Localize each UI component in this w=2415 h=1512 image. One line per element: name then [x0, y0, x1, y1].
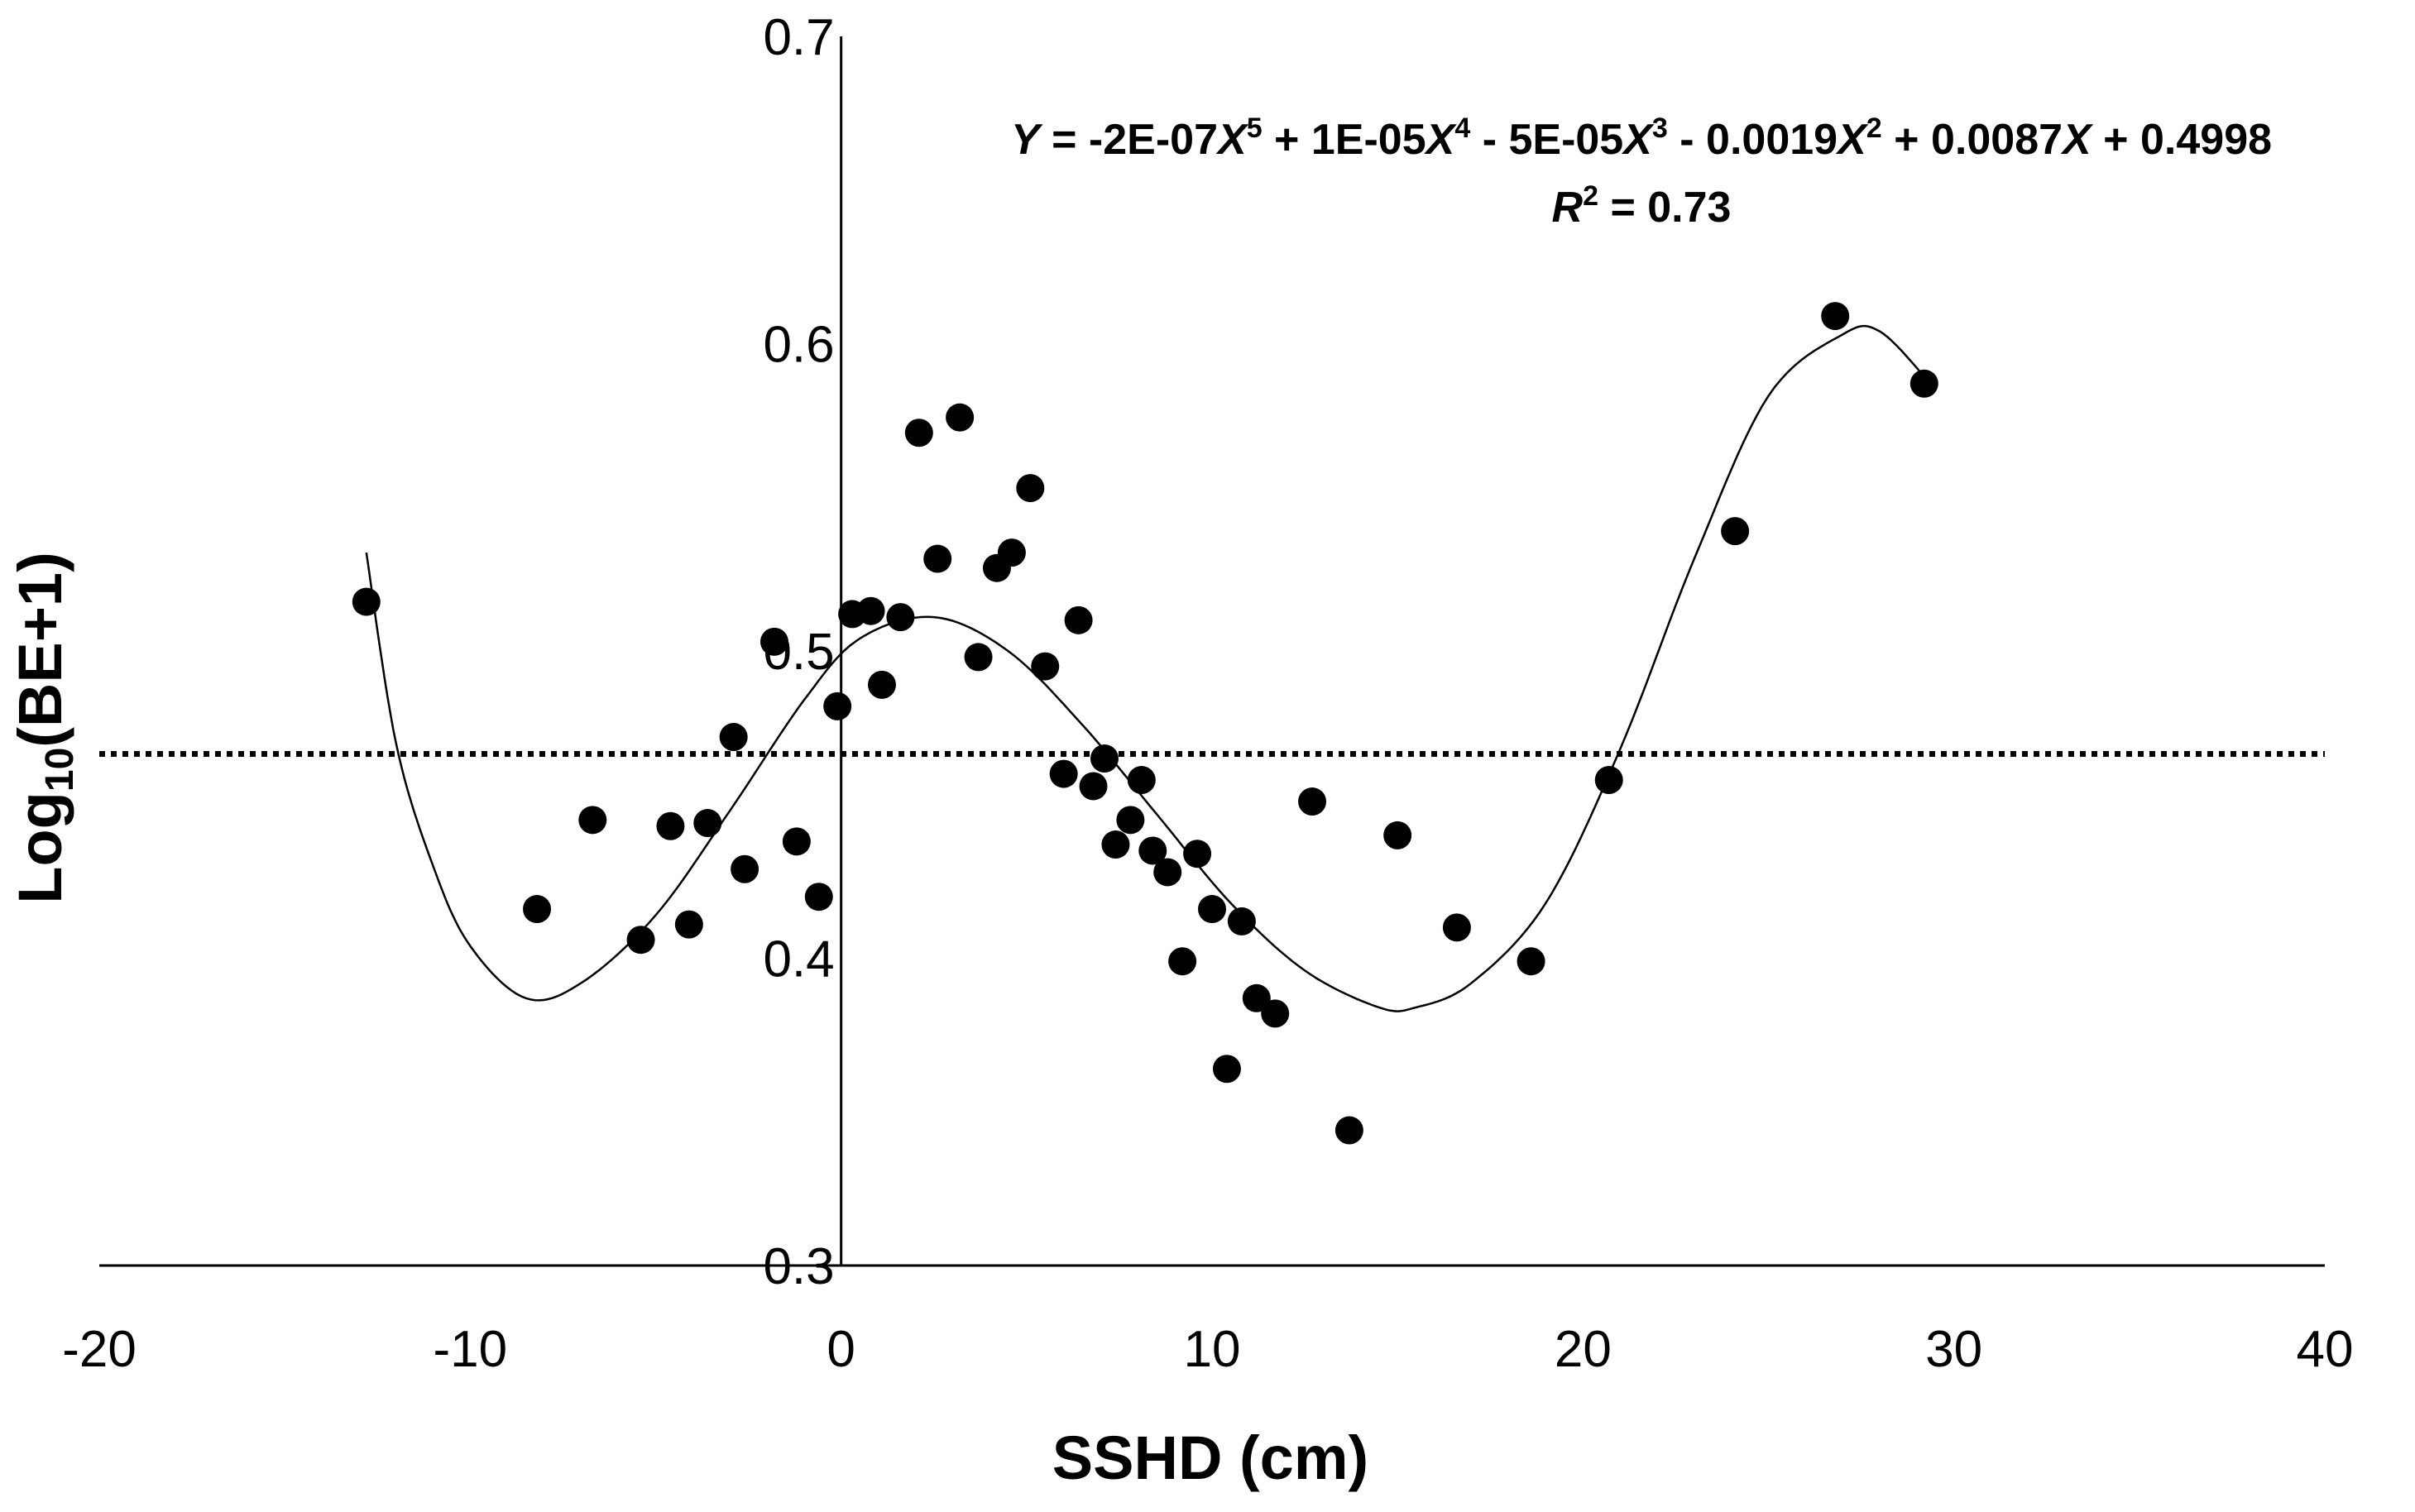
y-tick-label: 0.5: [763, 624, 834, 681]
eq-x5: X: [1215, 116, 1249, 164]
data-point: [1909, 369, 1938, 398]
data-point: [997, 538, 1026, 567]
data-point: [1821, 302, 1850, 331]
eq-p2: 2: [1866, 112, 1882, 144]
data-point: [1101, 830, 1130, 859]
data-point: [1090, 744, 1119, 773]
x-tick-labels: -20 -10 0 10 20 30 40: [62, 1321, 2353, 1378]
data-point: [1517, 947, 1545, 976]
eq-t5: + 0.4998: [2092, 116, 2272, 164]
y-tick-label: 0.3: [763, 1238, 834, 1295]
data-point: [964, 643, 993, 672]
r-exp: 2: [1583, 180, 1598, 212]
r-value: = 0.73: [1598, 184, 1731, 232]
y-axis-title-main: Log: [6, 792, 74, 904]
data-point: [1594, 766, 1623, 795]
polynomial-fit-curve: [365, 324, 1929, 1012]
data-point: [1116, 806, 1145, 835]
data-point: [867, 670, 896, 699]
data-point: [1442, 913, 1471, 942]
data-point: [1242, 983, 1271, 1012]
data-point: [1261, 999, 1290, 1028]
data-point: [1168, 947, 1197, 976]
data-point: [759, 627, 788, 656]
data-point: [719, 723, 748, 752]
data-point: [523, 895, 552, 924]
data-point: [1227, 907, 1256, 935]
eq-x2: X: [1835, 116, 1869, 164]
x-tick-label: 0: [827, 1321, 855, 1378]
r-squared: R2 = 0.73: [1552, 180, 1732, 232]
y-tick-label: 0.4: [763, 931, 834, 988]
data-point: [1064, 605, 1093, 634]
eq-p3: 3: [1652, 112, 1668, 144]
y-tick-labels: 0.3 0.4 0.5 0.6 0.7: [763, 9, 834, 1295]
eq-x1: X: [2060, 116, 2094, 164]
data-point: [1212, 1055, 1241, 1084]
data-point: [1721, 517, 1750, 546]
data-point: [693, 809, 722, 838]
data-point: [1198, 895, 1226, 924]
x-tick-label: 10: [1184, 1321, 1241, 1378]
x-tick-label: -20: [62, 1321, 137, 1378]
eq-t1: + 1E-05: [1263, 116, 1426, 164]
eq-x3: X: [1621, 116, 1655, 164]
data-point: [856, 596, 885, 625]
data-point: [1183, 840, 1212, 868]
data-point: [886, 603, 915, 632]
y-axis-title-subscript: 10: [38, 748, 82, 792]
regression-equation: Y = -2E-07X5 + 1E-05X4 - 5E-05X3 - 0.001…: [1011, 112, 2272, 164]
eq-p4: 4: [1454, 112, 1470, 144]
data-point: [823, 691, 852, 720]
data-point: [946, 403, 975, 432]
y-tick-label: 0.7: [763, 9, 834, 66]
data-point: [656, 811, 685, 840]
data-point: [578, 806, 607, 835]
data-point: [1298, 787, 1327, 816]
y-axis-title: Log10(BE+1): [6, 552, 82, 903]
data-point: [1334, 1116, 1363, 1145]
data-point: [1079, 772, 1108, 801]
data-point: [674, 910, 703, 939]
data-points: [352, 302, 1938, 1145]
eq-x4: X: [1424, 116, 1458, 164]
eq-t4: + 0.0087: [1882, 116, 2063, 164]
data-point: [1049, 759, 1078, 788]
x-tick-label: -10: [434, 1321, 508, 1378]
data-point: [904, 419, 933, 447]
data-point: [1383, 821, 1412, 849]
eq-start: = -2E-07: [1040, 116, 1218, 164]
data-point: [731, 854, 759, 883]
data-point: [1016, 474, 1045, 503]
data-point: [1153, 858, 1182, 887]
data-point: [1127, 766, 1156, 795]
x-tick-label: 40: [2297, 1321, 2354, 1378]
x-tick-label: 30: [1925, 1321, 1982, 1378]
eq-y: Y: [1011, 116, 1043, 164]
r-letter: R: [1552, 184, 1584, 232]
x-axis-title: SSHD (cm): [1052, 1423, 1368, 1492]
eq-t3: - 0.0019: [1668, 116, 1838, 164]
data-point: [804, 883, 833, 912]
data-point: [352, 587, 381, 616]
data-point: [1031, 652, 1060, 681]
x-tick-label: 20: [1555, 1321, 1612, 1378]
data-point: [1138, 836, 1167, 865]
y-tick-label: 0.6: [763, 317, 834, 374]
data-point: [923, 544, 952, 573]
eq-t2: - 5E-05: [1470, 116, 1623, 164]
y-axis-title-rest: (BE+1): [6, 552, 74, 747]
data-point: [626, 926, 655, 955]
data-point: [782, 827, 811, 856]
eq-p5: 5: [1247, 112, 1263, 144]
